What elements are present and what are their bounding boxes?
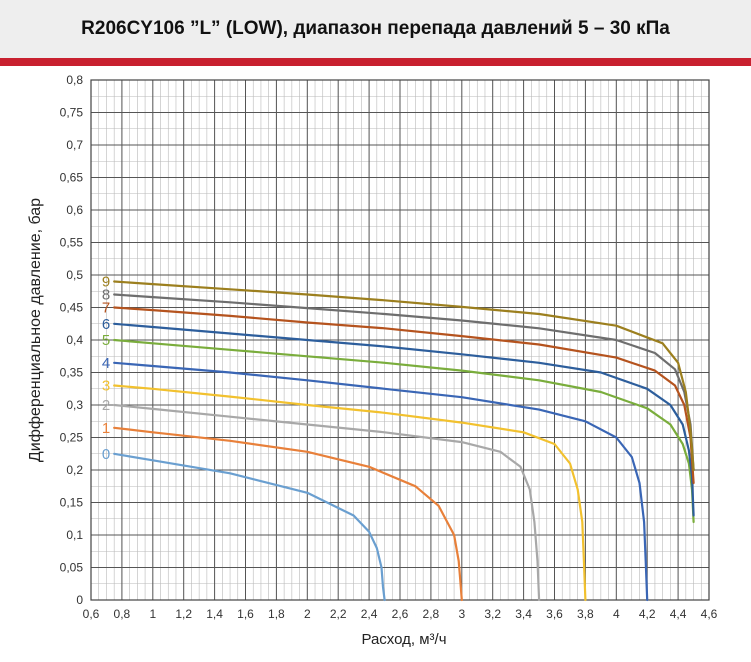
y-tick-label: 0,5	[66, 268, 83, 282]
series-line-7	[113, 306, 695, 485]
x-tick-label: 1,6	[237, 607, 254, 621]
x-tick-label: 4,4	[670, 607, 687, 621]
series-label-4: 4	[102, 355, 110, 372]
series-label-5: 5	[102, 332, 110, 349]
chart-title: R206CY106 ”L” (LOW), диапазон перепада д…	[81, 18, 670, 39]
series-label-6: 6	[102, 316, 110, 333]
y-axis-label: Дифференциальное давление, бар	[27, 198, 44, 462]
x-axis-label: Расход, м³/ч	[361, 631, 446, 648]
x-tick-label: 1	[149, 607, 156, 621]
x-tick-label: 3,8	[577, 607, 594, 621]
x-tick-label: 1,4	[206, 607, 223, 621]
series-label-9: 9	[102, 274, 110, 291]
x-tick-label: 3,2	[484, 607, 501, 621]
series-line-4	[113, 361, 649, 602]
x-tick-label: 3	[458, 607, 465, 621]
x-tick-label: 1,2	[175, 607, 192, 621]
x-tick-label: 2,8	[423, 607, 440, 621]
series-label-8: 8	[102, 287, 110, 304]
y-tick-label: 0,75	[60, 106, 84, 120]
y-tick-label: 0,1	[66, 528, 83, 542]
y-tick-label: 0,35	[60, 366, 84, 380]
y-tick-label: 0,7	[66, 138, 83, 152]
tick-labels: 0,6 0,8 1 1,2 1,4 1,6 1,8 2 2,2 2,4 2,6 2,8 3 3,2 3,4 3…	[60, 73, 718, 621]
y-tick-label: 0,55	[60, 236, 84, 250]
series-label-2: 2	[102, 397, 110, 414]
x-tick-label: 2,2	[330, 607, 347, 621]
x-tick-label: 4	[613, 607, 620, 621]
series-line-6	[113, 322, 695, 517]
series-line-2	[113, 403, 541, 602]
series-line-5	[113, 338, 695, 524]
x-tick-label: 2,6	[392, 607, 409, 621]
y-tick-label: 0,65	[60, 171, 84, 185]
x-tick-label: 3,6	[546, 607, 563, 621]
series-line-8	[113, 293, 695, 472]
y-tick-label: 0,15	[60, 496, 84, 510]
x-tick-label: 4,2	[639, 607, 656, 621]
x-tick-label: 2	[304, 607, 311, 621]
series-line-1	[113, 426, 463, 602]
y-tick-label: 0,45	[60, 301, 84, 315]
series-label-0: 0	[102, 446, 110, 463]
chart-header: R206CY106 ”L” (LOW), диапазон перепада д…	[0, 0, 751, 58]
series-label-3: 3	[102, 378, 110, 395]
series-line-3	[113, 384, 587, 602]
header-accent-bar	[0, 58, 751, 66]
series-line-0	[113, 452, 386, 602]
y-tick-label: 0,25	[60, 431, 84, 445]
x-tick-label: 1,8	[268, 607, 285, 621]
y-tick-label: 0,6	[66, 203, 83, 217]
x-tick-label: 4,6	[701, 607, 718, 621]
series-label-7: 7	[102, 300, 110, 317]
series-line-9	[113, 280, 695, 472]
y-tick-label: 0,3	[66, 398, 83, 412]
x-tick-label: 0,8	[114, 607, 131, 621]
x-tick-label: 0,6	[83, 607, 100, 621]
y-tick-label: 0	[76, 593, 83, 607]
x-tick-label: 3,4	[515, 607, 532, 621]
plot-border	[90, 79, 710, 601]
y-tick-label: 0,05	[60, 561, 84, 575]
y-tick-label: 0,8	[66, 73, 83, 87]
major-grid	[90, 79, 710, 601]
x-tick-label: 2,4	[361, 607, 378, 621]
y-tick-label: 0,4	[66, 333, 83, 347]
series-label-1: 1	[102, 420, 110, 437]
y-tick-label: 0,2	[66, 463, 83, 477]
